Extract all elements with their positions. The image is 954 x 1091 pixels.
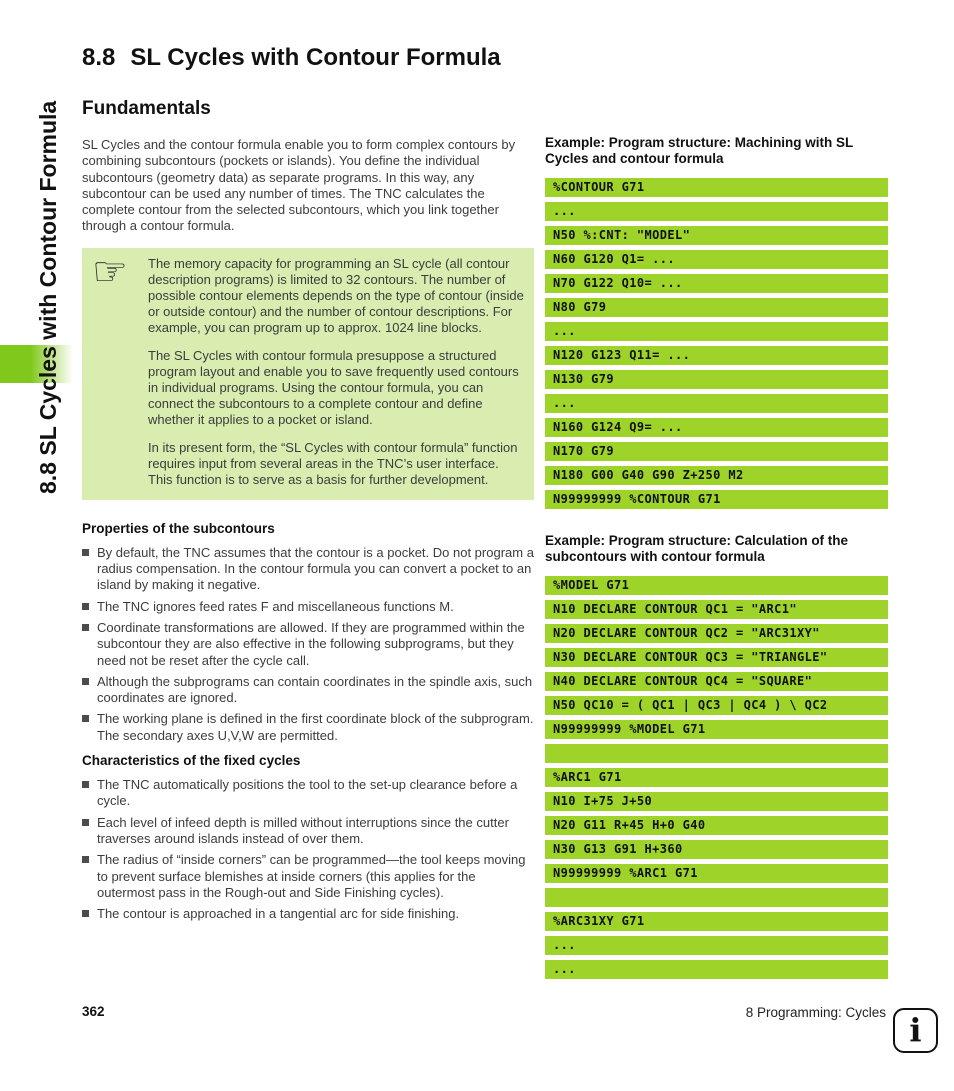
code-line: ... — [545, 322, 888, 341]
code-line: N99999999 %MODEL G71 — [545, 720, 888, 739]
page-title: 8.8 SL Cycles with Contour Formula — [82, 44, 534, 72]
sidebar-chapter-label: 8.8 SL Cycles with Contour Formula — [35, 100, 61, 494]
code-line: N20 G11 R+45 H+0 G40 — [545, 816, 888, 835]
bullet-text: The radius of “inside corners” can be pr… — [97, 852, 526, 900]
page-title-text: SL Cycles with Contour Formula — [130, 44, 501, 71]
bullet-text: The contour is approached in a tangentia… — [97, 906, 460, 922]
bullet-item: Each level of infeed depth is milled wit… — [82, 815, 534, 848]
code-line: N170 G79 — [545, 442, 888, 461]
code-line: ... — [545, 936, 888, 955]
code-line: ... — [545, 202, 888, 221]
code-line: N30 DECLARE CONTOUR QC3 = "TRIANGLE" — [545, 648, 888, 667]
code-line: N20 DECLARE CONTOUR QC2 = "ARC31XY" — [545, 624, 888, 643]
intro-paragraph: SL Cycles and the contour formula enable… — [82, 137, 516, 234]
note-text: The memory capacity for programming an S… — [148, 256, 524, 488]
sidebar-accent-bar — [0, 345, 73, 383]
bullet-text: Although the subprograms can contain coo… — [97, 673, 533, 706]
page-number: 362 — [82, 1004, 105, 1019]
characteristics-bullet-list: The TNC automatically positions the tool… — [82, 777, 534, 922]
bullet-square-icon — [82, 818, 89, 826]
code-line: %ARC1 G71 — [545, 768, 888, 787]
footer-chapter-label: 8 Programming: Cycles — [745, 1005, 886, 1020]
bullet-item: Although the subprograms can contain coo… — [82, 674, 534, 707]
bullet-item: The contour is approached in a tangentia… — [82, 906, 534, 922]
bullet-square-icon — [82, 715, 89, 723]
code-line: N99999999 %CONTOUR G71 — [545, 490, 888, 509]
example-column: Example: Program structure: Machining wi… — [545, 135, 888, 979]
code-line: N99999999 %ARC1 G71 — [545, 864, 888, 883]
bullet-square-icon — [82, 602, 89, 610]
note-paragraph: In its present form, the “SL Cycles with… — [148, 439, 518, 487]
bullet-item: By default, the TNC assumes that the con… — [82, 545, 534, 594]
code-line — [545, 744, 888, 763]
bullet-square-icon — [82, 548, 89, 556]
characteristics-heading: Characteristics of the fixed cycles — [82, 753, 301, 769]
note-box: ☞ The memory capacity for programming an… — [82, 247, 534, 500]
bullet-square-icon — [82, 781, 89, 789]
code-block-calculation: %MODEL G71 N10 DECLARE CONTOUR QC1 = "ARC… — [545, 576, 888, 979]
bullet-square-icon — [82, 856, 89, 864]
example-title-machining: Example: Program structure: Machining wi… — [545, 135, 854, 166]
bullet-square-icon — [82, 677, 89, 685]
bullet-text: The TNC automatically positions the tool… — [97, 777, 518, 809]
code-line: %CONTOUR G71 — [545, 178, 888, 197]
page-title-number: 8.8 — [82, 44, 116, 71]
info-icon: i — [893, 1008, 938, 1053]
code-line: N60 G120 Q1= ... — [545, 250, 888, 269]
code-line: %ARC31XY G71 — [545, 912, 888, 931]
info-icon-glyph: i — [909, 1010, 922, 1049]
bullet-item: The TNC ignores feed rates F and miscell… — [82, 599, 534, 615]
bullet-text: Each level of infeed depth is milled wit… — [97, 814, 509, 846]
fundamentals-heading: Fundamentals — [82, 98, 211, 119]
code-line: N160 G124 Q9= ... — [545, 418, 888, 437]
bullet-item: The working plane is defined in the firs… — [82, 711, 534, 744]
bullet-text: Coordinate transformations are allowed. … — [97, 619, 525, 668]
properties-heading: Properties of the subcontours — [82, 520, 275, 536]
bullet-text: The working plane is defined in the firs… — [97, 711, 534, 743]
code-line: N120 G123 Q11= ... — [545, 346, 888, 365]
code-line: ... — [545, 394, 888, 413]
bullet-text: By default, the TNC assumes that the con… — [97, 544, 534, 593]
main-column: 8.8 SL Cycles with Contour Formula Funda… — [82, 44, 534, 927]
code-line: N40 DECLARE CONTOUR QC4 = "SQUARE" — [545, 672, 888, 691]
bullet-square-icon — [82, 623, 89, 631]
bullet-item: The radius of “inside corners” can be pr… — [82, 852, 534, 901]
code-line: N10 DECLARE CONTOUR QC1 = "ARC1" — [545, 600, 888, 619]
code-line: N30 G13 G91 H+360 — [545, 840, 888, 859]
code-line: N10 I+75 J+50 — [545, 792, 888, 811]
code-line: %MODEL G71 — [545, 576, 888, 595]
code-line: N180 G00 G40 G90 Z+250 M2 — [545, 466, 888, 485]
code-line: ... — [545, 960, 888, 979]
properties-bullet-list: By default, the TNC assumes that the con… — [82, 545, 534, 744]
bullet-item: The TNC automatically positions the tool… — [82, 777, 534, 810]
code-line: N70 G122 Q10= ... — [545, 274, 888, 293]
example-title-calculation: Example: Program structure: Calculation … — [545, 533, 849, 564]
code-block-machining: %CONTOUR G71... N50 %:CNT: "MODEL" N60 G12… — [545, 178, 888, 509]
code-line: N130 G79 — [545, 370, 888, 389]
code-line: N50 %:CNT: "MODEL" — [545, 226, 888, 245]
bullet-square-icon — [82, 910, 89, 918]
pointing-hand-icon: ☞ — [92, 249, 128, 294]
bullet-item: Coordinate transformations are allowed. … — [82, 620, 534, 669]
note-paragraph: The memory capacity for programming an S… — [148, 255, 524, 335]
code-line: N80 G79 — [545, 298, 888, 317]
note-paragraph: The SL Cycles with contour formula presu… — [148, 347, 519, 427]
code-line: N50 QC10 = ( QC1 | QC3 | QC4 ) \ QC2 — [545, 696, 888, 715]
code-line — [545, 888, 888, 907]
bullet-text: The TNC ignores feed rates F and miscell… — [97, 598, 454, 614]
